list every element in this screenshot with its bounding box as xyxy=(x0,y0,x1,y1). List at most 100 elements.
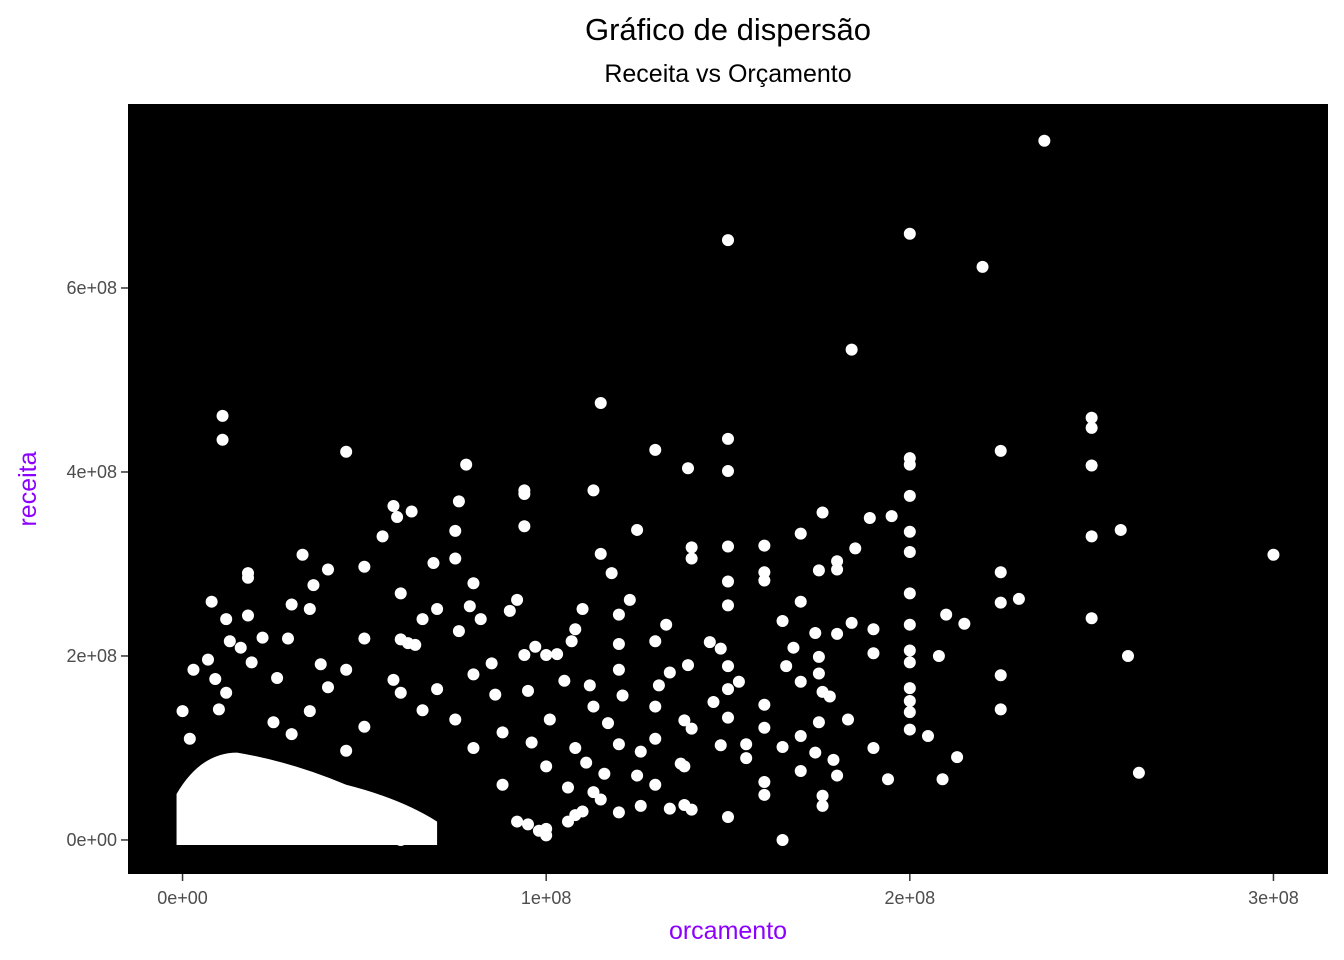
data-point xyxy=(795,528,807,540)
data-point xyxy=(449,713,461,725)
data-point xyxy=(635,746,647,758)
data-point xyxy=(431,683,443,695)
y-axis: 0e+00 2e+08 4e+08 6e+08 xyxy=(66,278,128,850)
data-point xyxy=(184,733,196,745)
data-point xyxy=(529,641,541,653)
data-point xyxy=(286,598,298,610)
data-point xyxy=(613,664,625,676)
chart-subtitle: Receita vs Orçamento xyxy=(604,60,851,88)
data-point xyxy=(551,648,563,660)
data-point xyxy=(777,834,789,846)
data-point xyxy=(518,520,530,532)
data-point xyxy=(904,695,916,707)
data-point xyxy=(722,683,734,695)
data-point xyxy=(511,594,523,606)
data-point xyxy=(209,673,221,685)
data-point xyxy=(809,747,821,759)
data-point xyxy=(795,676,807,688)
data-point xyxy=(904,644,916,656)
data-point xyxy=(467,668,479,680)
data-point xyxy=(242,609,254,621)
data-point xyxy=(1122,650,1134,662)
data-point xyxy=(649,779,661,791)
data-point xyxy=(831,770,843,782)
data-point xyxy=(322,681,334,693)
data-point xyxy=(831,628,843,640)
data-point xyxy=(795,596,807,608)
data-point xyxy=(715,739,727,751)
data-point xyxy=(813,564,825,576)
data-point xyxy=(540,649,552,661)
data-point xyxy=(417,613,429,625)
data-point xyxy=(282,632,294,644)
data-point xyxy=(686,541,698,553)
data-point xyxy=(635,800,647,812)
data-point xyxy=(758,575,770,587)
data-point xyxy=(540,760,552,772)
data-point xyxy=(427,557,439,569)
data-point xyxy=(453,495,465,507)
data-point xyxy=(722,660,734,672)
data-point xyxy=(595,793,607,805)
data-point xyxy=(304,705,316,717)
data-point xyxy=(1086,530,1098,542)
data-point xyxy=(722,234,734,246)
data-point xyxy=(267,716,279,728)
data-point xyxy=(686,804,698,816)
data-point xyxy=(417,704,429,716)
data-point xyxy=(1115,524,1127,536)
data-point xyxy=(933,650,945,662)
data-point xyxy=(660,619,672,631)
data-point xyxy=(606,567,618,579)
data-point xyxy=(613,638,625,650)
data-point xyxy=(813,716,825,728)
data-point xyxy=(307,579,319,591)
data-point xyxy=(322,563,334,575)
data-point xyxy=(242,572,254,584)
x-tick-label: 0e+00 xyxy=(157,888,208,908)
data-point xyxy=(937,773,949,785)
data-point xyxy=(395,587,407,599)
data-point xyxy=(569,742,581,754)
data-point xyxy=(522,818,534,830)
data-point xyxy=(904,526,916,538)
data-point xyxy=(595,397,607,409)
data-point xyxy=(206,596,218,608)
data-point xyxy=(922,730,934,742)
data-point xyxy=(624,594,636,606)
data-point xyxy=(497,726,509,738)
data-point xyxy=(995,703,1007,715)
data-point xyxy=(449,552,461,564)
data-point xyxy=(467,577,479,589)
data-point xyxy=(817,506,829,518)
data-point xyxy=(449,525,461,537)
data-point xyxy=(707,696,719,708)
data-point xyxy=(340,664,352,676)
data-point xyxy=(795,765,807,777)
data-point xyxy=(187,664,199,676)
data-point xyxy=(722,465,734,477)
data-point xyxy=(867,647,879,659)
data-point xyxy=(587,701,599,713)
data-point xyxy=(904,724,916,736)
data-point xyxy=(649,701,661,713)
data-point xyxy=(562,782,574,794)
data-point xyxy=(864,512,876,524)
data-point xyxy=(740,752,752,764)
data-point xyxy=(715,643,727,655)
data-point xyxy=(613,609,625,621)
data-point xyxy=(842,713,854,725)
data-point xyxy=(213,703,225,715)
data-point xyxy=(904,228,916,240)
data-point xyxy=(569,809,581,821)
x-tick-label: 3e+08 xyxy=(1248,888,1299,908)
data-point xyxy=(780,660,792,672)
data-point xyxy=(271,672,283,684)
data-point xyxy=(733,676,745,688)
data-point xyxy=(584,679,596,691)
data-point xyxy=(220,687,232,699)
data-point xyxy=(224,635,236,647)
data-point xyxy=(489,689,501,701)
data-point xyxy=(177,705,189,717)
data-point xyxy=(686,552,698,564)
